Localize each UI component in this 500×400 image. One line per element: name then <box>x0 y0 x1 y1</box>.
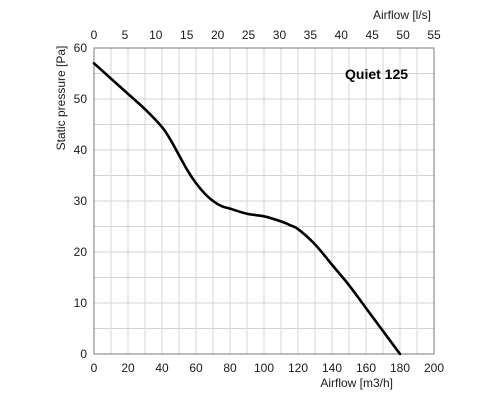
top-x-tick-label: 20 <box>211 28 225 42</box>
y-tick-label: 40 <box>74 143 88 157</box>
top-x-tick-label: 0 <box>91 28 98 42</box>
fan-curve-line <box>92 62 402 356</box>
y-axis-ticks: 0 10 20 30 40 50 60 <box>74 41 88 361</box>
x-tick-label: 120 <box>288 361 308 375</box>
x-tick-label: 200 <box>424 361 444 375</box>
y-tick-label: 50 <box>74 92 88 106</box>
top-x-axis-title: Airflow [l/s] <box>373 8 431 22</box>
y-tick-label: 30 <box>74 194 88 208</box>
top-x-tick-label: 45 <box>366 28 380 42</box>
x-tick-label: 160 <box>356 361 376 375</box>
plot-frame <box>93 47 435 355</box>
x-tick-label: 60 <box>189 361 203 375</box>
x-tick-label: 20 <box>121 361 135 375</box>
y-tick-label: 20 <box>74 245 88 259</box>
x-axis-title: Airflow [m3/h] <box>320 376 393 390</box>
top-x-tick-label: 35 <box>304 28 318 42</box>
x-tick-label: 80 <box>223 361 237 375</box>
top-x-tick-label: 15 <box>180 28 194 42</box>
top-x-tick-label: 55 <box>427 28 441 42</box>
top-x-tick-label: 25 <box>242 28 256 42</box>
gridlines <box>93 47 435 355</box>
y-tick-label: 0 <box>80 347 87 361</box>
top-x-tick-label: 30 <box>273 28 287 42</box>
top-x-tick-label: 10 <box>149 28 163 42</box>
x-tick-label: 100 <box>254 361 274 375</box>
x-tick-label: 140 <box>322 361 342 375</box>
y-axis-title: Static pressure [Pa] <box>54 46 68 151</box>
top-x-tick-label: 40 <box>335 28 349 42</box>
x-tick-label: 180 <box>390 361 410 375</box>
x-tick-label: 40 <box>155 361 169 375</box>
y-tick-label: 60 <box>74 41 88 55</box>
top-x-tick-label: 5 <box>122 28 129 42</box>
x-tick-label: 0 <box>91 361 98 375</box>
top-x-axis-ticks: 0 5 10 15 20 25 30 35 40 45 50 55 <box>91 28 441 42</box>
y-tick-label: 10 <box>74 296 88 310</box>
x-axis-ticks: 0 20 40 60 80 100 120 140 160 180 200 <box>91 361 445 375</box>
top-x-tick-label: 50 <box>396 28 410 42</box>
chart-annotation: Quiet 125 <box>345 66 408 82</box>
